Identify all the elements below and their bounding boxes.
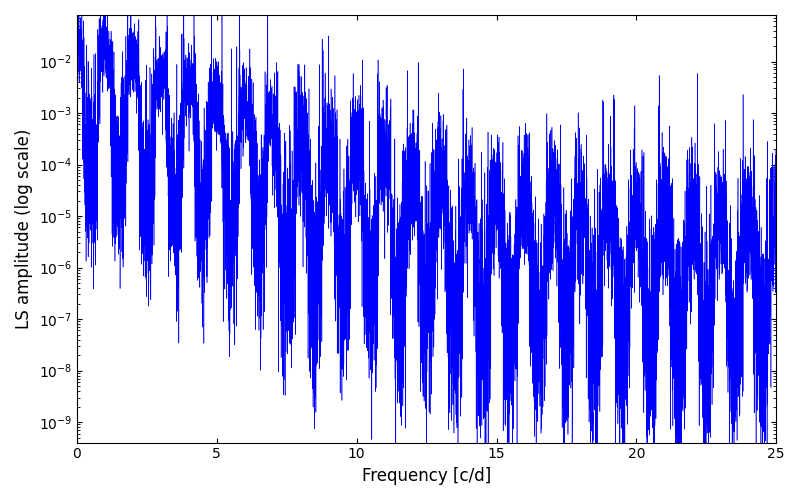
X-axis label: Frequency [c/d]: Frequency [c/d] <box>362 467 491 485</box>
Y-axis label: LS amplitude (log scale): LS amplitude (log scale) <box>15 128 33 329</box>
